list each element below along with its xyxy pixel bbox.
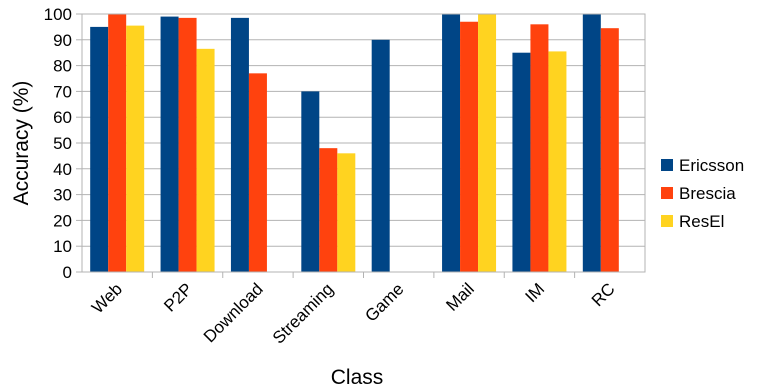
bar-resel-mail [478, 14, 497, 272]
bar-ericsson-streaming [301, 91, 320, 273]
bar-resel-streaming [337, 153, 356, 272]
y-tick-label: 100 [44, 5, 72, 24]
bar-resel-im [548, 51, 567, 272]
bar-ericsson-download [230, 17, 249, 273]
y-tick-label: 10 [53, 237, 72, 256]
legend-label-brescia: Brescia [679, 184, 736, 203]
bar-brescia-mail [460, 21, 479, 272]
legend: Ericsson Brescia ResEl [661, 156, 744, 231]
bar-ericsson-web [90, 26, 109, 273]
bar-brescia-web [108, 14, 127, 272]
y-axis-tick-labels: 0 10 20 30 40 50 60 70 80 90 100 [44, 5, 72, 282]
y-tick-label: 20 [53, 211, 72, 230]
x-axis-tick-labels: Web P2P Download Streaming Game Mail IM RC [88, 279, 619, 347]
bar-brescia-streaming [319, 148, 338, 272]
bar-brescia-im [530, 24, 549, 272]
y-tick-label: 0 [63, 263, 72, 282]
x-tick-label: Web [88, 279, 126, 317]
bar-ericsson-game [371, 39, 390, 272]
x-tick-label: Download [200, 279, 267, 346]
legend-label-resel: ResEl [679, 212, 724, 231]
y-tick-label: 60 [53, 108, 72, 127]
legend-swatch-ericsson [661, 159, 673, 171]
bar-ericsson-mail [442, 14, 461, 272]
x-tick-label: IM [521, 279, 548, 306]
axes [81, 13, 646, 273]
bars [90, 14, 619, 273]
y-tick-label: 90 [53, 31, 72, 50]
x-tick-label: Mail [442, 279, 477, 314]
x-tick-label: Game [361, 279, 407, 325]
bar-brescia-p2p [178, 17, 197, 273]
x-tick-label: Streaming [269, 279, 337, 347]
y-tick-label: 70 [53, 82, 72, 101]
legend-swatch-brescia [661, 187, 673, 199]
x-axis-title: Class [331, 366, 384, 389]
y-tick-label: 40 [53, 160, 72, 179]
bar-resel-p2p [196, 48, 215, 272]
bar-ericsson-rc [582, 14, 601, 272]
legend-label-ericsson: Ericsson [679, 156, 744, 175]
plot-frame [81, 13, 646, 273]
bar-ericsson-im [512, 52, 531, 273]
y-tick-label: 80 [53, 57, 72, 76]
bar-ericsson-p2p [160, 16, 179, 272]
bar-resel-web [126, 25, 145, 272]
legend-swatch-resel [661, 215, 673, 227]
y-tick-label: 30 [53, 186, 72, 205]
y-axis-title: Accuracy (%) [10, 81, 33, 206]
x-tick-label: RC [588, 279, 619, 310]
y-tick-label: 50 [53, 134, 72, 153]
bar-brescia-download [248, 73, 267, 272]
x-tick-label: P2P [160, 279, 196, 315]
bar-brescia-rc [600, 28, 619, 272]
